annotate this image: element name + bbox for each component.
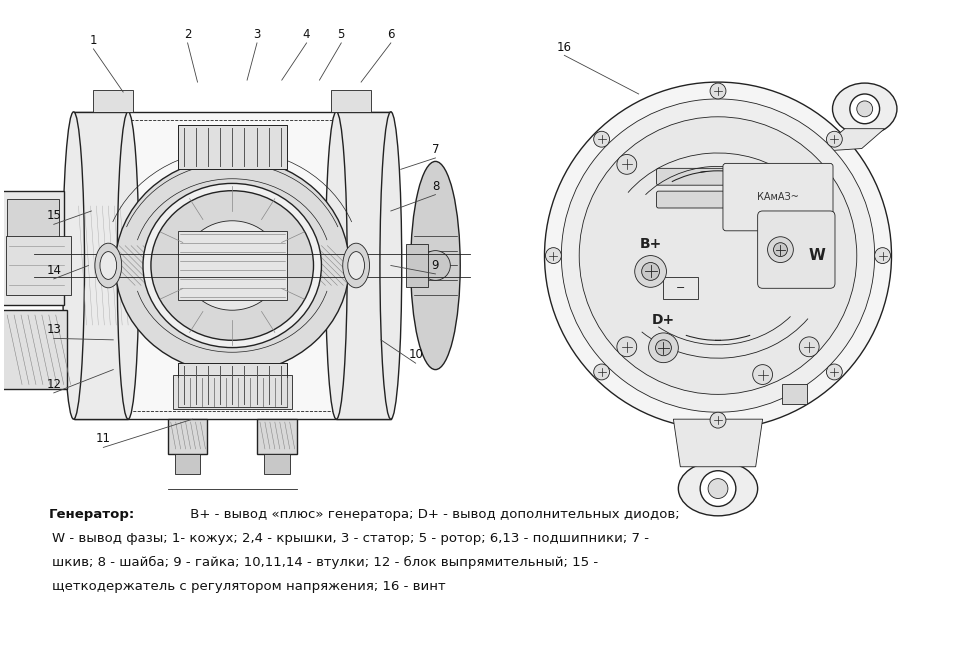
Text: W - вывод фазы; 1- кожух; 2,4 - крышки, 3 - статор; 5 - ротор; 6,13 - подшипники: W - вывод фазы; 1- кожух; 2,4 - крышки, … bbox=[52, 532, 648, 545]
Text: 16: 16 bbox=[557, 41, 571, 54]
Text: 3: 3 bbox=[254, 28, 260, 41]
Text: B+ - вывод «плюс» генератора; D+ - вывод дополнительных диодов;: B+ - вывод «плюс» генератора; D+ - вывод… bbox=[185, 508, 680, 521]
Circle shape bbox=[594, 364, 609, 380]
Bar bbox=[6, 236, 70, 295]
Circle shape bbox=[420, 251, 450, 280]
Circle shape bbox=[850, 94, 879, 124]
Text: КАмАЗ~: КАмАЗ~ bbox=[757, 192, 799, 202]
Circle shape bbox=[648, 333, 679, 362]
Ellipse shape bbox=[380, 112, 402, 419]
Circle shape bbox=[827, 131, 842, 147]
Ellipse shape bbox=[326, 112, 347, 419]
Ellipse shape bbox=[151, 191, 314, 340]
Bar bbox=[177, 125, 287, 169]
FancyBboxPatch shape bbox=[656, 191, 760, 208]
FancyBboxPatch shape bbox=[722, 163, 833, 231]
Ellipse shape bbox=[115, 158, 349, 373]
Circle shape bbox=[773, 243, 788, 256]
Bar bbox=[73, 112, 391, 419]
Text: Генератор:: Генератор: bbox=[49, 508, 135, 521]
Ellipse shape bbox=[143, 183, 322, 348]
Text: 10: 10 bbox=[409, 348, 423, 361]
Bar bbox=[332, 90, 371, 112]
Circle shape bbox=[544, 82, 891, 429]
Circle shape bbox=[800, 337, 819, 357]
Bar bbox=[173, 375, 292, 410]
Circle shape bbox=[700, 471, 736, 506]
Circle shape bbox=[617, 154, 637, 174]
Ellipse shape bbox=[95, 243, 122, 288]
Text: 12: 12 bbox=[46, 378, 61, 391]
Circle shape bbox=[594, 131, 609, 147]
Text: 9: 9 bbox=[432, 259, 439, 272]
Text: 6: 6 bbox=[387, 28, 395, 41]
Ellipse shape bbox=[679, 461, 758, 516]
Circle shape bbox=[857, 101, 873, 117]
Ellipse shape bbox=[183, 221, 281, 310]
Polygon shape bbox=[817, 129, 884, 152]
Bar bbox=[0, 258, 2, 273]
Circle shape bbox=[617, 337, 637, 357]
Circle shape bbox=[710, 412, 726, 428]
Bar bbox=[177, 125, 287, 169]
Text: 8: 8 bbox=[432, 180, 439, 193]
Text: 1: 1 bbox=[90, 34, 98, 47]
Text: шкив; 8 - шайба; 9 - гайка; 10,11,14 - втулки; 12 - блок выпрямительный; 15 -: шкив; 8 - шайба; 9 - гайка; 10,11,14 - в… bbox=[52, 556, 598, 569]
Text: 2: 2 bbox=[184, 28, 191, 41]
Ellipse shape bbox=[100, 252, 117, 279]
Ellipse shape bbox=[348, 252, 365, 279]
Bar bbox=[663, 277, 698, 299]
Bar bbox=[82, 120, 383, 412]
Text: W: W bbox=[808, 248, 826, 263]
Circle shape bbox=[710, 83, 726, 99]
Text: 5: 5 bbox=[337, 28, 345, 41]
Bar bbox=[177, 362, 287, 407]
Bar bbox=[73, 112, 128, 419]
Circle shape bbox=[708, 479, 728, 499]
Text: 11: 11 bbox=[96, 432, 111, 446]
Text: 15: 15 bbox=[47, 209, 61, 222]
Bar bbox=[2, 191, 63, 305]
Circle shape bbox=[562, 99, 875, 412]
FancyBboxPatch shape bbox=[656, 169, 760, 185]
Polygon shape bbox=[783, 384, 807, 404]
Ellipse shape bbox=[833, 83, 897, 134]
Bar bbox=[264, 454, 290, 474]
Bar bbox=[336, 112, 391, 419]
Circle shape bbox=[767, 236, 794, 262]
Bar bbox=[177, 362, 287, 407]
Bar bbox=[257, 419, 296, 454]
Text: B+: B+ bbox=[640, 236, 662, 251]
Circle shape bbox=[827, 364, 842, 380]
Bar bbox=[177, 231, 287, 300]
Bar bbox=[2, 310, 66, 390]
Polygon shape bbox=[674, 419, 762, 467]
Circle shape bbox=[545, 247, 562, 264]
Text: D+: D+ bbox=[652, 313, 675, 327]
Text: 14: 14 bbox=[46, 264, 61, 277]
Ellipse shape bbox=[410, 162, 460, 370]
Bar bbox=[7, 199, 58, 236]
Circle shape bbox=[635, 256, 667, 287]
Text: −: − bbox=[676, 284, 685, 293]
Bar bbox=[168, 419, 208, 454]
Ellipse shape bbox=[117, 112, 139, 419]
Ellipse shape bbox=[62, 112, 85, 419]
Circle shape bbox=[579, 117, 857, 394]
Circle shape bbox=[875, 247, 890, 264]
Text: 4: 4 bbox=[303, 28, 310, 41]
FancyBboxPatch shape bbox=[758, 211, 835, 288]
Text: щеткодержатель с регулятором напряжения; 16 - винт: щеткодержатель с регулятором напряжения;… bbox=[52, 579, 446, 593]
Text: 13: 13 bbox=[47, 324, 61, 337]
Bar bbox=[406, 244, 427, 287]
Bar bbox=[94, 90, 133, 112]
Circle shape bbox=[642, 262, 659, 280]
Circle shape bbox=[753, 364, 772, 384]
Ellipse shape bbox=[343, 243, 370, 288]
Circle shape bbox=[655, 340, 672, 356]
Text: 7: 7 bbox=[432, 143, 439, 156]
Bar bbox=[175, 454, 201, 474]
